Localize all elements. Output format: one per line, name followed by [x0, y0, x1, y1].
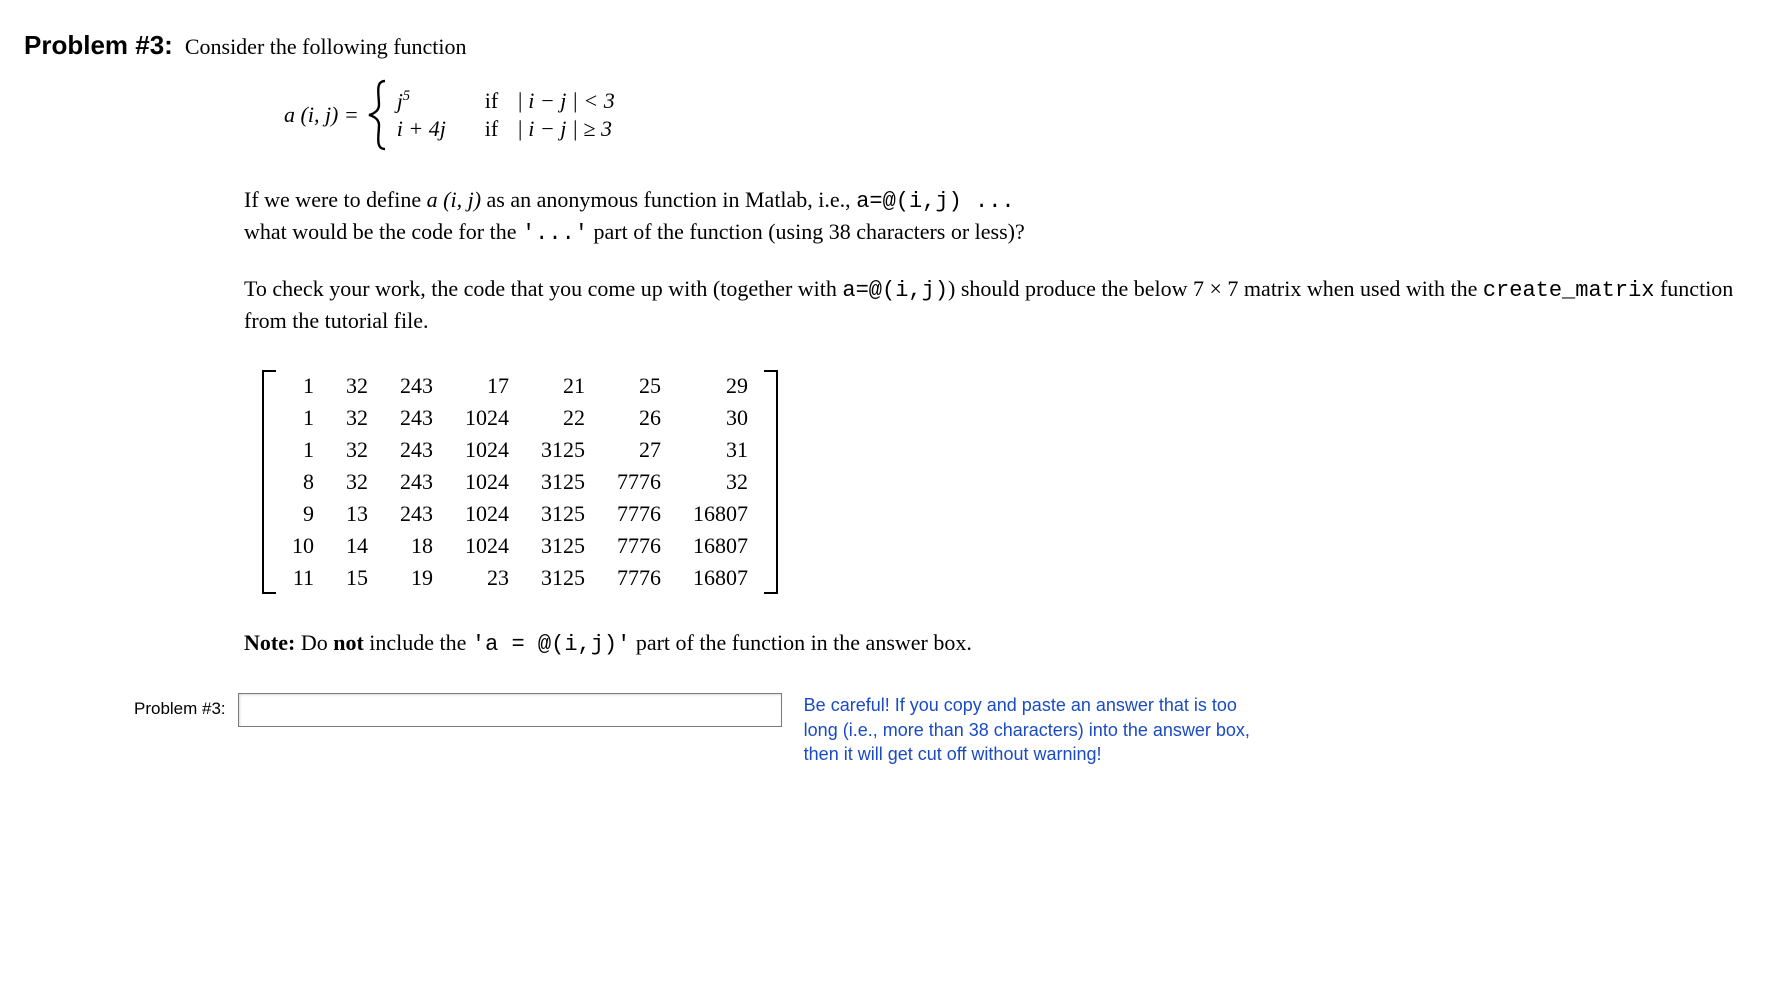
note-t2: include the [364, 630, 472, 655]
case2-if: if [485, 116, 517, 142]
matrix-cell: 3125 [525, 498, 601, 530]
matrix-cell: 1024 [449, 434, 525, 466]
matrix-cell: 11 [276, 562, 330, 594]
matrix-table: 1322431721252913224310242226301322431024… [276, 370, 764, 594]
piecewise-equation: a (i, j) = j5 if | i − j | < 3 i + 4j if… [284, 79, 1750, 151]
matrix-cell: 22 [525, 402, 601, 434]
matrix-cell: 32 [330, 434, 384, 466]
p1-code1: a=@(i,j) ... [856, 189, 1014, 214]
matrix-cell: 10 [276, 530, 330, 562]
matrix-cell: 32 [677, 466, 764, 498]
matrix-cell: 14 [330, 530, 384, 562]
matrix-cell: 31 [677, 434, 764, 466]
matrix-cell: 3125 [525, 562, 601, 594]
matrix-left-bracket [262, 370, 276, 594]
p1-aij: a (i, j) [427, 187, 481, 212]
matrix-cell: 26 [601, 402, 677, 434]
answer-input[interactable] [238, 693, 782, 727]
matrix-cell: 243 [384, 466, 449, 498]
matrix-cell: 1 [276, 370, 330, 402]
case-1: j5 if | i − j | < 3 [397, 88, 615, 114]
matrix: 1322431721252913224310242226301322431024… [262, 370, 778, 594]
case1-if: if [485, 88, 517, 114]
matrix-cell: 1024 [449, 530, 525, 562]
matrix-cell: 1 [276, 434, 330, 466]
table-row: 13224317212529 [276, 370, 764, 402]
note-code: 'a = @(i,j)' [472, 632, 630, 657]
paragraph-1: If we were to define a (i, j) as an anon… [244, 185, 1750, 248]
p1-t2: as an anonymous function in Matlab, i.e.… [481, 187, 856, 212]
matrix-cell: 1024 [449, 466, 525, 498]
problem-label: Problem #3: [24, 30, 173, 61]
matrix-cell: 15 [330, 562, 384, 594]
p2-code1: a=@(i,j) [842, 278, 948, 303]
matrix-cell: 25 [601, 370, 677, 402]
matrix-cell: 9 [276, 498, 330, 530]
note-label: Note: [244, 630, 295, 655]
matrix-cell: 8 [276, 466, 330, 498]
table-row: 91324310243125777616807 [276, 498, 764, 530]
p1-t3: what would be the code for the [244, 219, 522, 244]
answer-label: Problem #3: [134, 693, 226, 719]
p2-t2: ) should produce the below 7 × 7 matrix … [948, 276, 1483, 301]
matrix-cell: 3125 [525, 530, 601, 562]
table-row: 111519233125777616807 [276, 562, 764, 594]
case-2: i + 4j if | i − j | ≥ 3 [397, 116, 615, 142]
matrix-cell: 19 [384, 562, 449, 594]
matrix-cell: 16807 [677, 530, 764, 562]
paragraph-2: To check your work, the code that you co… [244, 274, 1750, 335]
case1-cond: | i − j | < 3 [517, 88, 615, 113]
matrix-cell: 21 [525, 370, 601, 402]
matrix-cell: 30 [677, 402, 764, 434]
equation-lhs: a (i, j) = [284, 102, 359, 128]
matrix-cell: 13 [330, 498, 384, 530]
matrix-right-bracket [764, 370, 778, 594]
matrix-cell: 18 [384, 530, 449, 562]
answer-row: Problem #3: Be careful! If you copy and … [134, 693, 1750, 766]
matrix-cell: 1024 [449, 498, 525, 530]
p1-code2: '...' [522, 221, 588, 246]
table-row: 132243102431252731 [276, 434, 764, 466]
matrix-cell: 3125 [525, 434, 601, 466]
matrix-cell: 17 [449, 370, 525, 402]
matrix-cell: 7776 [601, 530, 677, 562]
matrix-cell: 7776 [601, 466, 677, 498]
matrix-cell: 32 [330, 466, 384, 498]
matrix-cell: 243 [384, 402, 449, 434]
p1-t4: part of the function (using 38 character… [588, 219, 1025, 244]
note-t3: part of the function in the answer box. [630, 630, 972, 655]
matrix-cell: 23 [449, 562, 525, 594]
content-column: a (i, j) = j5 if | i − j | < 3 i + 4j if… [244, 79, 1750, 659]
warning-text: Be careful! If you copy and paste an ans… [804, 693, 1274, 766]
table-row: 10141810243125777616807 [276, 530, 764, 562]
p1-t1: If we were to define [244, 187, 427, 212]
matrix-cell: 29 [677, 370, 764, 402]
case1-sup: 5 [403, 88, 410, 104]
intro-text: Consider the following function [185, 34, 467, 60]
matrix-cell: 7776 [601, 562, 677, 594]
matrix-cell: 16807 [677, 562, 764, 594]
case2-cond: | i − j | ≥ 3 [517, 116, 612, 141]
matrix-cell: 243 [384, 498, 449, 530]
matrix-cell: 243 [384, 434, 449, 466]
matrix-cell: 32 [330, 370, 384, 402]
matrix-cell: 16807 [677, 498, 764, 530]
table-row: 83224310243125777632 [276, 466, 764, 498]
matrix-cell: 7776 [601, 498, 677, 530]
matrix-cell: 3125 [525, 466, 601, 498]
note-strong: not [333, 630, 364, 655]
note-t1: Do [295, 630, 333, 655]
p2-code2: create_matrix [1483, 278, 1655, 303]
note-line: Note: Do not include the 'a = @(i,j)' pa… [244, 628, 1750, 660]
p2-t1: To check your work, the code that you co… [244, 276, 842, 301]
table-row: 1322431024222630 [276, 402, 764, 434]
matrix-cell: 32 [330, 402, 384, 434]
matrix-cell: 243 [384, 370, 449, 402]
case2-expr: i + 4j [397, 116, 485, 142]
left-brace-icon [367, 79, 389, 151]
matrix-cell: 27 [601, 434, 677, 466]
matrix-cell: 1024 [449, 402, 525, 434]
matrix-cell: 1 [276, 402, 330, 434]
